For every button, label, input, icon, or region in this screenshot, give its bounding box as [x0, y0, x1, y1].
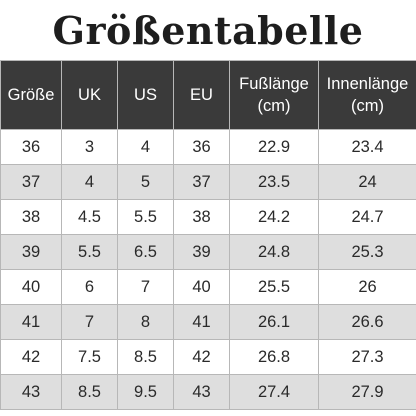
cell-size: 42 [0, 339, 62, 375]
cell-inner-length: 24.7 [318, 199, 416, 235]
cell-foot-length: 25.5 [229, 269, 319, 305]
cell-eu: 39 [173, 234, 230, 270]
header-inner-length: Innenlänge (cm) [318, 60, 416, 130]
cell-foot-length: 22.9 [229, 129, 319, 165]
cell-eu: 41 [173, 304, 230, 340]
cell-size: 39 [0, 234, 62, 270]
cell-us: 6.5 [117, 234, 174, 270]
table-row: 43 8.5 9.5 43 27.4 27.9 [0, 374, 416, 410]
table-header-row: Größe UK US EU Fußlänge (cm) Innenlänge (c… [0, 60, 416, 130]
table-row: 42 7.5 8.5 42 26.8 27.3 [0, 339, 416, 375]
cell-us: 7 [117, 269, 174, 305]
cell-size: 40 [0, 269, 62, 305]
cell-size: 41 [0, 304, 62, 340]
cell-size: 37 [0, 164, 62, 200]
cell-foot-length: 27.4 [229, 374, 319, 410]
cell-size: 38 [0, 199, 62, 235]
cell-inner-length: 23.4 [318, 129, 416, 165]
cell-inner-length: 26.6 [318, 304, 416, 340]
cell-us: 4 [117, 129, 174, 165]
cell-size: 36 [0, 129, 62, 165]
cell-us: 8.5 [117, 339, 174, 375]
cell-us: 5 [117, 164, 174, 200]
cell-inner-length: 26 [318, 269, 416, 305]
cell-uk: 3 [61, 129, 118, 165]
cell-us: 9.5 [117, 374, 174, 410]
header-foot-length: Fußlänge (cm) [229, 60, 319, 130]
cell-uk: 7 [61, 304, 118, 340]
cell-eu: 42 [173, 339, 230, 375]
table-row: 41 7 8 41 26.1 26.6 [0, 304, 416, 340]
table-row: 40 6 7 40 25.5 26 [0, 269, 416, 305]
cell-eu: 36 [173, 129, 230, 165]
cell-inner-length: 27.3 [318, 339, 416, 375]
header-size: Größe [0, 60, 62, 130]
cell-eu: 40 [173, 269, 230, 305]
cell-inner-length: 25.3 [318, 234, 416, 270]
cell-inner-length: 27.9 [318, 374, 416, 410]
cell-uk: 7.5 [61, 339, 118, 375]
cell-foot-length: 24.8 [229, 234, 319, 270]
cell-inner-length: 24 [318, 164, 416, 200]
header-eu: EU [173, 60, 230, 130]
cell-uk: 4.5 [61, 199, 118, 235]
cell-us: 5.5 [117, 199, 174, 235]
cell-foot-length: 23.5 [229, 164, 319, 200]
cell-uk: 8.5 [61, 374, 118, 410]
cell-foot-length: 24.2 [229, 199, 319, 235]
header-uk: UK [61, 60, 118, 130]
cell-uk: 6 [61, 269, 118, 305]
cell-us: 8 [117, 304, 174, 340]
size-chart-table: Größe UK US EU Fußlänge (cm) Innenlänge (c… [0, 60, 416, 410]
cell-eu: 37 [173, 164, 230, 200]
header-us: US [117, 60, 174, 130]
cell-uk: 4 [61, 164, 118, 200]
table-row: 38 4.5 5.5 38 24.2 24.7 [0, 199, 416, 235]
cell-foot-length: 26.8 [229, 339, 319, 375]
table-row: 39 5.5 6.5 39 24.8 25.3 [0, 234, 416, 270]
cell-eu: 43 [173, 374, 230, 410]
table-row: 37 4 5 37 23.5 24 [0, 164, 416, 200]
table-row: 36 3 4 36 22.9 23.4 [0, 129, 416, 165]
cell-foot-length: 26.1 [229, 304, 319, 340]
cell-eu: 38 [173, 199, 230, 235]
cell-size: 43 [0, 374, 62, 410]
cell-uk: 5.5 [61, 234, 118, 270]
page-title: Größentabelle [52, 7, 364, 53]
